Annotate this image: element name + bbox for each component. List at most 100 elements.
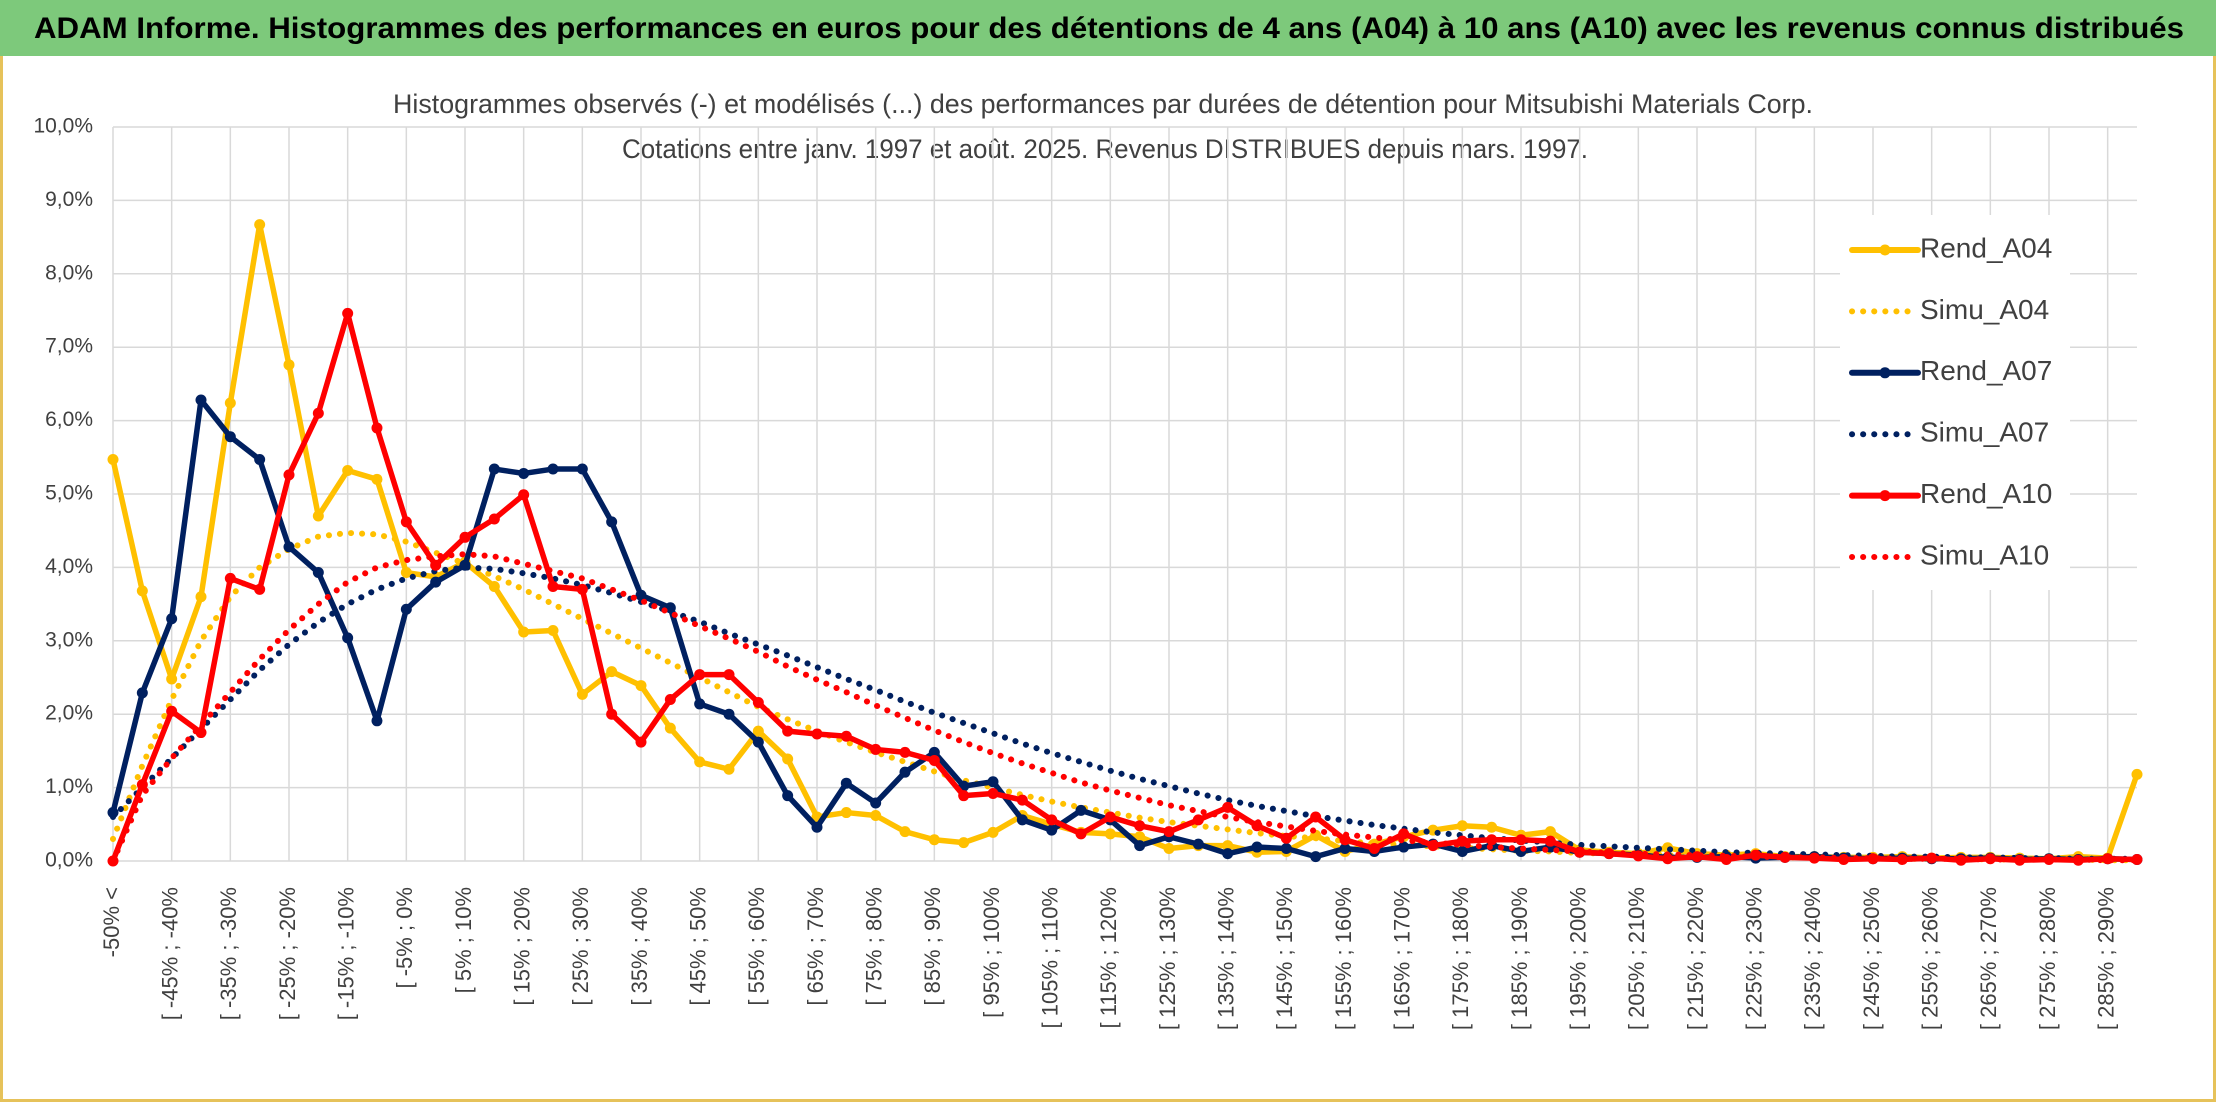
y-tick-label: 5,0%: [45, 482, 93, 505]
x-tick-label: [ 35% ; 40%: [627, 887, 652, 1006]
x-tick-label: [ 5% ; 10%: [451, 887, 476, 993]
point: [312, 510, 324, 522]
legend-label: Simu_A04: [1920, 294, 2049, 325]
point: [1456, 820, 1468, 832]
point: [576, 583, 588, 595]
point: [312, 567, 324, 579]
header-bar: [0, 0, 2216, 56]
point: [254, 583, 266, 595]
point: [547, 580, 559, 592]
x-tick-label: [ 285% ; 290%: [2093, 887, 2118, 1030]
point: [723, 708, 735, 720]
point: [254, 454, 266, 466]
y-tick-label: 0,0%: [45, 849, 93, 872]
point: [136, 779, 148, 791]
x-tick-label: [ 255% ; 260%: [1917, 887, 1942, 1030]
point: [195, 394, 207, 406]
point: [342, 465, 354, 477]
x-tick-label: [ 45% ; 50%: [685, 887, 710, 1006]
point: [928, 746, 940, 758]
point: [1515, 834, 1527, 846]
point: [136, 585, 148, 597]
point: [870, 797, 882, 809]
x-tick-label: [ 185% ; 190%: [1507, 887, 1532, 1030]
x-tick-label: [ -25% ; -20%: [275, 887, 300, 1020]
x-tick-label: [ 235% ; 240%: [1800, 887, 1825, 1030]
point: [342, 307, 354, 319]
y-tick-label: 8,0%: [45, 261, 93, 284]
x-tick-label: [ 145% ; 150%: [1272, 887, 1297, 1030]
point: [840, 777, 852, 789]
legend-label: Rend_A10: [1920, 478, 2052, 509]
point: [400, 603, 412, 615]
point: [811, 728, 823, 740]
point: [723, 669, 735, 681]
point: [899, 746, 911, 758]
point: [371, 715, 383, 727]
point: [518, 489, 530, 501]
legend-label: Simu_A10: [1920, 539, 2049, 570]
point: [694, 698, 706, 710]
x-tick-label: [ -5% ; 0%: [392, 887, 417, 988]
y-tick-label: 7,0%: [45, 335, 93, 358]
point: [782, 753, 794, 765]
point: [1192, 814, 1204, 826]
y-tick-label: 4,0%: [45, 555, 93, 578]
point: [987, 776, 999, 788]
legend-label: Simu_A07: [1920, 417, 2049, 448]
point: [840, 730, 852, 742]
point: [430, 559, 442, 571]
point: [752, 736, 764, 748]
point: [1779, 851, 1791, 863]
y-tick-label: 10,0%: [33, 115, 93, 138]
point: [1163, 843, 1175, 855]
x-tick-label: [ 205% ; 210%: [1624, 887, 1649, 1030]
point: [694, 756, 706, 768]
x-tick-label: [ 125% ; 130%: [1155, 887, 1180, 1030]
x-tick-label: [ 75% ; 80%: [861, 887, 886, 1006]
point: [928, 834, 940, 846]
point: [870, 809, 882, 821]
point: [987, 787, 999, 799]
point: [224, 572, 236, 584]
point: [488, 463, 500, 475]
point: [1016, 814, 1028, 826]
x-tick-label: [ 195% ; 200%: [1565, 887, 1590, 1030]
point: [1222, 801, 1234, 813]
point: [136, 687, 148, 699]
x-tick-label: [ 155% ; 160%: [1331, 887, 1356, 1030]
point: [166, 673, 178, 685]
point: [664, 722, 676, 734]
point: [166, 613, 178, 625]
point: [1310, 851, 1322, 863]
point: [1398, 841, 1410, 853]
point: [1339, 843, 1351, 855]
point: [1134, 820, 1146, 832]
point: [488, 513, 500, 525]
x-tick-label: [ -15% ; -10%: [333, 887, 358, 1020]
point: [518, 467, 530, 479]
point: [782, 790, 794, 802]
point: [2043, 854, 2055, 866]
point: [606, 666, 618, 678]
point: [488, 580, 500, 592]
point: [1398, 828, 1410, 840]
x-tick-label: [ 165% ; 170%: [1389, 887, 1414, 1030]
point: [723, 763, 735, 775]
point: [224, 431, 236, 443]
point: [664, 694, 676, 706]
point: [1486, 821, 1498, 833]
x-tick-label: [ 25% ; 30%: [568, 887, 593, 1006]
x-tick-label: [ 115% ; 120%: [1096, 887, 1121, 1028]
x-tick-label: [ 275% ; 280%: [2035, 887, 2060, 1030]
point: [899, 826, 911, 838]
point: [1104, 811, 1116, 823]
legend-marker: [1879, 367, 1891, 379]
point: [547, 463, 559, 475]
point: [107, 807, 119, 819]
point: [606, 708, 618, 720]
point: [1046, 824, 1058, 836]
point: [2131, 768, 2143, 780]
x-tick-label: [ 265% ; 270%: [1976, 887, 2001, 1030]
